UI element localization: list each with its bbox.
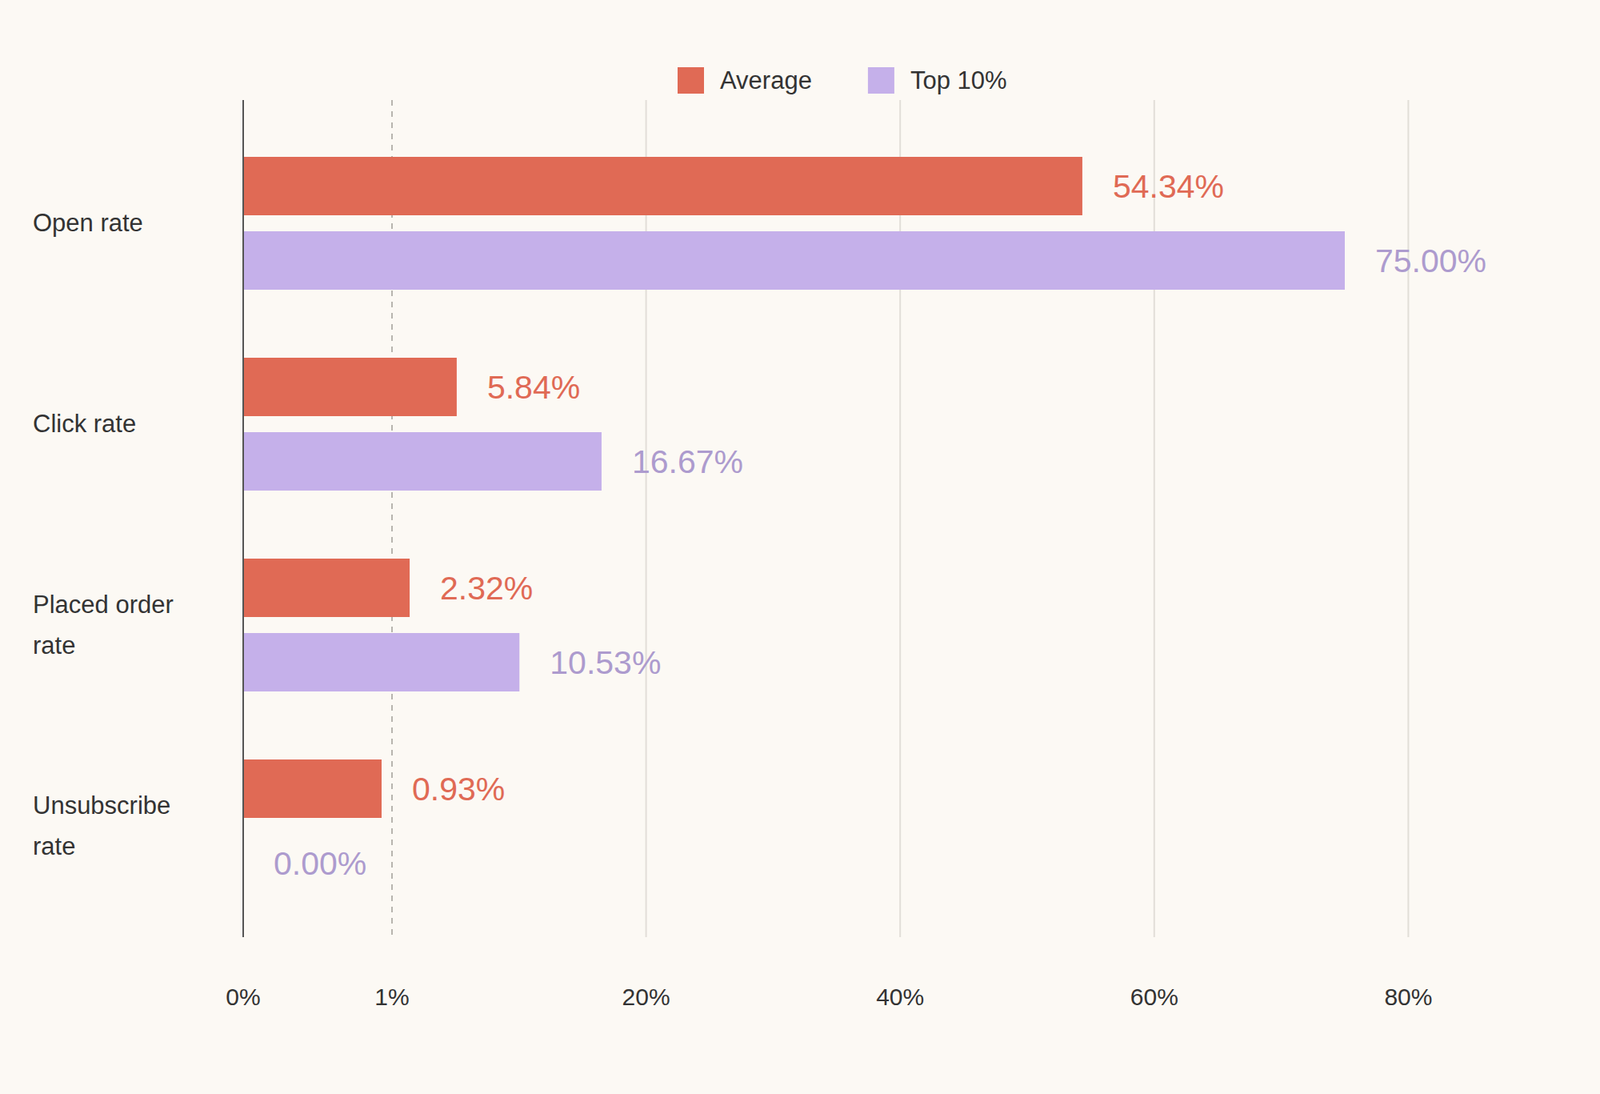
grid-line — [1407, 100, 1409, 937]
tick-label: 80% — [1384, 983, 1432, 1010]
grid-line — [899, 100, 901, 937]
bars — [243, 156, 1345, 818]
legend-swatch — [868, 67, 895, 94]
data-label: 16.67% — [632, 443, 744, 480]
bar — [243, 357, 457, 416]
category-label: Unsubscriberate — [32, 791, 171, 860]
category-label: Open rate — [32, 208, 144, 237]
legend-label: Average — [720, 66, 812, 95]
grid-line — [645, 100, 648, 937]
legend-label: Top 10% — [910, 66, 1008, 95]
data-label: 0.93% — [412, 770, 505, 808]
tick-label: 1% — [374, 983, 409, 1010]
data-label: 0.00% — [273, 844, 367, 882]
grid-line — [391, 100, 393, 937]
tick-label: 0% — [225, 983, 260, 1010]
data-label: 54.34% — [1112, 168, 1224, 205]
data-label: 10.53% — [549, 644, 661, 681]
grid-line — [1153, 100, 1156, 937]
bar — [243, 432, 602, 491]
bar — [243, 759, 382, 818]
category-label: Click rate — [32, 409, 136, 438]
data-labels: 54.34% 75.00% 5.84% 16.67% 2.32% 10.53% 0.93% 0… — [273, 168, 1487, 882]
axis-line — [242, 100, 244, 937]
bar — [243, 558, 410, 617]
data-label: 5.84% — [487, 368, 580, 406]
data-label: 2.32% — [440, 569, 533, 607]
legend: Average Top 10% — [677, 66, 1008, 95]
bar — [243, 156, 1083, 216]
tick-label: 60% — [1130, 983, 1179, 1010]
data-label: 75.00% — [1375, 242, 1487, 280]
legend-swatch — [677, 67, 704, 94]
bar — [243, 231, 1345, 290]
tick-label: 20% — [622, 983, 671, 1010]
category-label: Placed orderrate — [32, 590, 174, 660]
tick-label: 40% — [876, 983, 924, 1010]
bar — [243, 632, 520, 692]
